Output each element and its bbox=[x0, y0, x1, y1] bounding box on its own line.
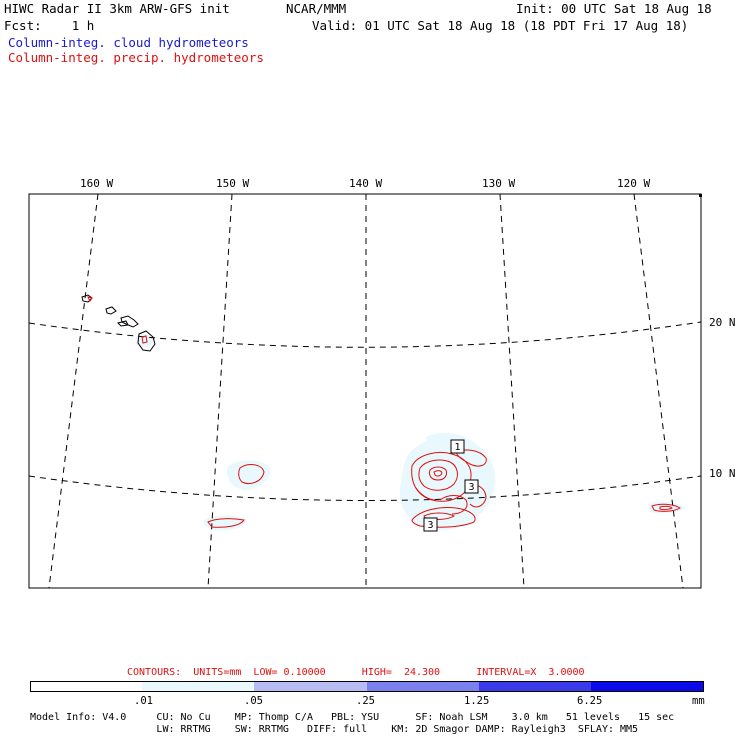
contour-storm-core bbox=[433, 470, 443, 477]
colorbar-segment-6 bbox=[590, 681, 704, 692]
contour-west-cell bbox=[238, 464, 265, 485]
organization-label: NCAR/MMM bbox=[286, 1, 347, 16]
contour-label-box-1 bbox=[450, 439, 465, 454]
coastlines bbox=[81, 294, 156, 352]
contour-storm-ring bbox=[418, 459, 458, 491]
contour-label-box-3 bbox=[423, 517, 438, 532]
cloud-area-storm bbox=[399, 437, 496, 531]
cloud-area-west bbox=[226, 460, 271, 490]
contours-info: CONTOURS: UNITS=mm LOW= 0.10000 HIGH= 24… bbox=[127, 667, 585, 678]
contour-hawaii-a bbox=[87, 296, 93, 302]
field-label-precip: Column-integ. precip. hydrometeors bbox=[8, 50, 264, 65]
init-time: Init: 00 UTC Sat 18 Aug 18 bbox=[516, 1, 712, 16]
colorbar-unit: mm bbox=[692, 695, 705, 707]
colorbar-segment-4 bbox=[366, 681, 480, 692]
contour-label-2: 3 bbox=[468, 482, 474, 493]
colorbar-tick-4: 1.25 bbox=[464, 695, 490, 707]
precip-contours bbox=[87, 296, 681, 528]
island-big-island bbox=[137, 330, 156, 352]
model-info-line1: Model Info: V4.0 CU: No Cu MP: Thomp C/A… bbox=[30, 712, 675, 723]
valid-time: Valid: 01 UTC Sat 18 Aug 18 (18 PDT Fri … bbox=[312, 18, 689, 33]
lat-label-10n: 10 N bbox=[709, 467, 736, 480]
lon-label-120w: 120 W bbox=[617, 177, 651, 190]
colorbar-tick-2: .05 bbox=[244, 695, 263, 707]
meridian-120w bbox=[633, 193, 684, 589]
field-label-cloud: Column-integ. cloud hydrometeors bbox=[8, 35, 249, 50]
cloud-area-southwest bbox=[203, 515, 246, 531]
contour-label-3: 3 bbox=[427, 520, 433, 531]
contour-label-boxes bbox=[423, 439, 479, 532]
contour-label-box-2 bbox=[464, 479, 479, 494]
meridian-160w bbox=[48, 193, 99, 589]
lon-label-160w: 160 W bbox=[80, 177, 114, 190]
contour-hawaii-b bbox=[141, 335, 148, 344]
island-molokai bbox=[117, 320, 129, 327]
map-frame bbox=[28, 193, 702, 589]
colorbar-segment-3 bbox=[254, 681, 368, 692]
contour-spiral-b bbox=[415, 487, 437, 501]
colorbar-tick-1: .01 bbox=[134, 695, 153, 707]
colorbar-segment-2 bbox=[142, 681, 256, 692]
colorbar-segment-1 bbox=[30, 681, 144, 692]
map-title: HIWC Radar II 3km ARW-GFS init bbox=[4, 1, 230, 16]
colorbar-tick-5: 6.25 bbox=[577, 695, 603, 707]
contour-east-cell bbox=[651, 503, 681, 512]
model-info-line2: LW: RRTMG SW: RRTMG DIFF: full KM: 2D Sm… bbox=[30, 724, 639, 735]
lon-label-130w: 130 W bbox=[482, 177, 516, 190]
colorbar-segment-5 bbox=[478, 681, 592, 692]
meridian-130w bbox=[499, 193, 525, 589]
cloud-shading bbox=[136, 334, 686, 531]
lat-label-20n: 20 N bbox=[709, 316, 736, 329]
corner-mark bbox=[699, 194, 702, 197]
contour-label-1: 1 bbox=[454, 442, 460, 453]
contour-band-south bbox=[411, 507, 476, 528]
contour-band-north bbox=[455, 449, 487, 467]
contour-southwest-cell bbox=[207, 518, 245, 528]
contour-storm-eye bbox=[429, 466, 447, 481]
contour-spiral-a bbox=[439, 495, 468, 515]
graticule bbox=[28, 193, 702, 589]
forecast-hour: Fcst: 1 h bbox=[4, 18, 95, 33]
island-oahu bbox=[105, 306, 117, 315]
colorbar-tick-3: .25 bbox=[356, 695, 375, 707]
contour-east-inner bbox=[659, 505, 673, 511]
parallel-10n bbox=[28, 475, 702, 501]
lon-label-150w: 150 W bbox=[216, 177, 250, 190]
lon-label-140w: 140 W bbox=[349, 177, 383, 190]
